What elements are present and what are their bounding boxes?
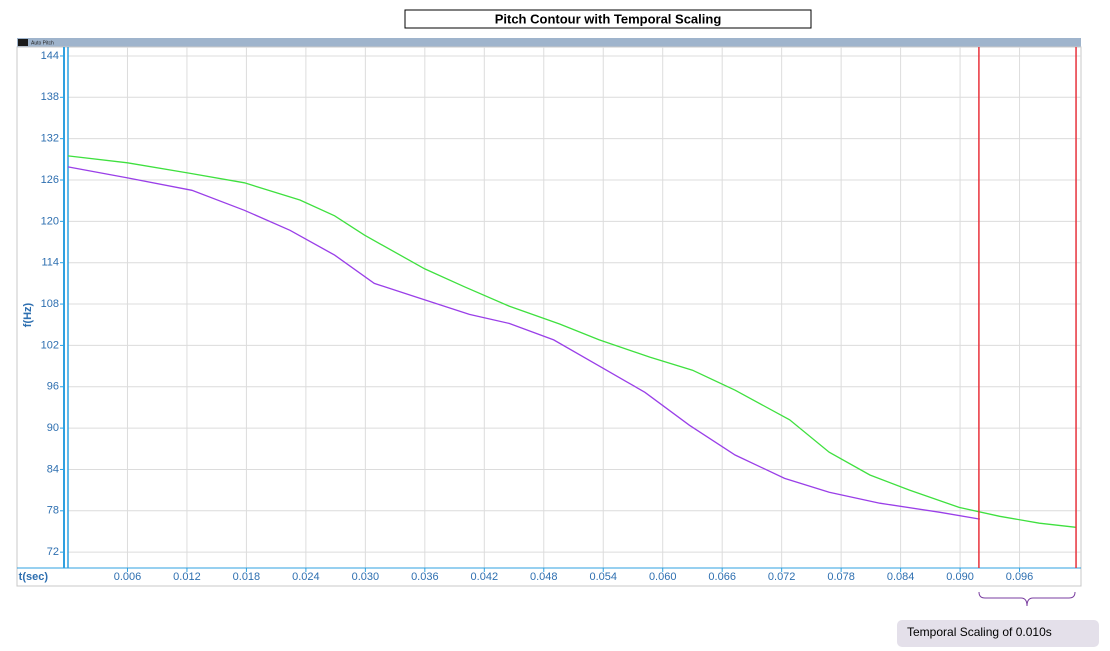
y-tick-label: 144 [41,50,59,62]
x-axis-label: t(sec) [19,571,49,583]
chart-title: Pitch Contour with Temporal Scaling [495,11,722,26]
title-box [404,9,812,29]
y-tick-label: 102 [41,339,59,351]
x-tick-label: 0.018 [233,571,261,583]
annotation: Temporal Scaling of 0.010s [907,625,1052,639]
x-tick-label: 0.006 [114,571,142,583]
series-line [67,166,981,520]
x-tick-label: 0.024 [292,571,320,583]
x-tick-label: 0.054 [589,571,617,583]
x-tick-label: 0.060 [649,571,677,583]
y-tick-label: 72 [47,546,59,558]
x-tick-label: 0.096 [1006,571,1034,583]
x-tick-label: 0.012 [173,571,201,583]
x-tick-label: 0.078 [827,571,855,583]
x-tick-label: 0.072 [768,571,796,583]
x-tick-label: 0.048 [530,571,558,583]
y-tick-label: 138 [41,91,59,103]
y-tick-label: 120 [41,215,59,227]
plot-frame [16,46,1082,587]
window-bar [17,38,1081,47]
y-tick-label: 114 [41,257,59,269]
y-tick-label: 78 [47,505,59,517]
y-tick-label: 108 [41,298,59,310]
x-tick-label: 0.066 [708,571,736,583]
window-label: Auto Pitch [31,40,54,46]
window-icon[interactable] [18,39,28,46]
y-axis-label: f(Hz) [22,302,34,327]
x-tick-label: 0.030 [352,571,380,583]
y-tick-label: 96 [47,381,59,393]
x-tick-label: 0.084 [887,571,915,583]
x-tick-label: 0.090 [946,571,974,583]
y-tick-label: 84 [47,463,59,475]
bracket [978,591,1076,607]
y-tick-label: 90 [47,422,59,434]
x-tick-label: 0.042 [471,571,499,583]
series-line [67,155,1077,528]
x-tick-label: 0.036 [411,571,439,583]
y-tick-label: 132 [41,133,59,145]
y-tick-label: 126 [41,174,59,186]
annotation-box [897,620,1099,647]
